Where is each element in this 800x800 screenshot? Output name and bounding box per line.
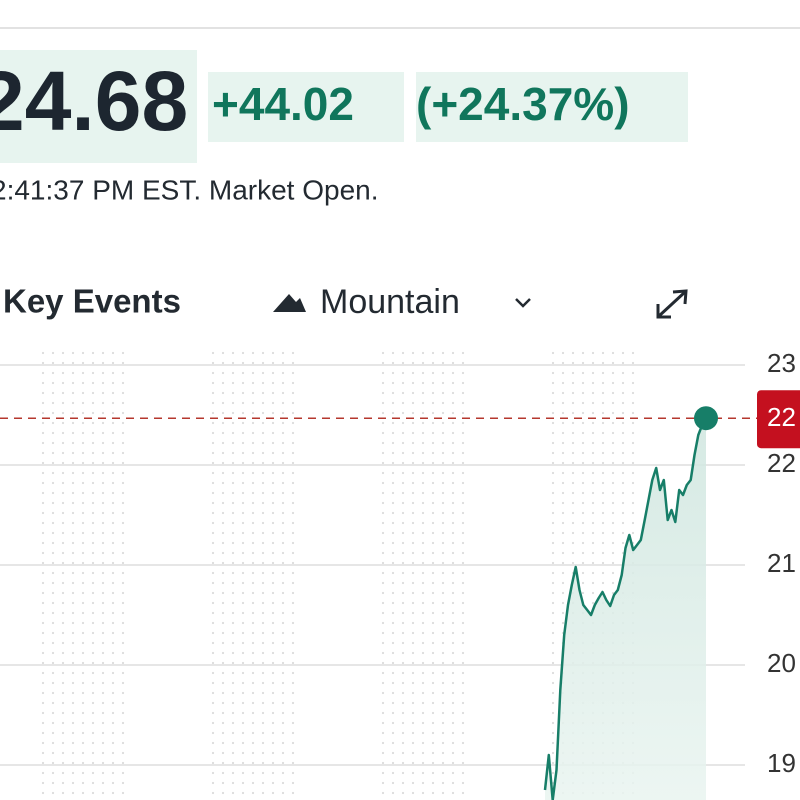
- y-tick-label: 20: [767, 648, 796, 678]
- price-line: [543, 417, 708, 800]
- area-fill: [545, 418, 706, 800]
- price-change: +44.02: [212, 78, 354, 130]
- change-highlight: [208, 72, 404, 142]
- price: 24.68: [0, 54, 188, 148]
- market-status: 2:41:37 PM EST. Market Open.: [0, 174, 379, 205]
- chart-style-button[interactable]: Mountain: [320, 283, 460, 321]
- last-price-tag: [757, 390, 800, 449]
- mountain-icon: [273, 294, 306, 312]
- price-change-percent: (+24.37%): [416, 78, 630, 130]
- expand-icon[interactable]: [656, 289, 688, 319]
- y-tick-label: 21: [767, 548, 796, 578]
- session-band: [205, 345, 298, 800]
- y-tick-label: 22: [767, 448, 796, 478]
- y-tick-label: 19: [767, 748, 796, 778]
- chart: 23 22 21 20 19 22: [0, 345, 800, 800]
- dropdown-chevron[interactable]: [515, 298, 531, 308]
- percent-highlight: [416, 72, 688, 142]
- session-band: [35, 345, 128, 800]
- last-price-dot: [694, 406, 718, 431]
- key-events-button[interactable]: Key Events: [3, 283, 181, 320]
- session-band: [375, 345, 468, 800]
- price-highlight: [0, 50, 197, 163]
- last-price-label: 22: [767, 402, 796, 432]
- y-tick-label: 23: [767, 348, 796, 378]
